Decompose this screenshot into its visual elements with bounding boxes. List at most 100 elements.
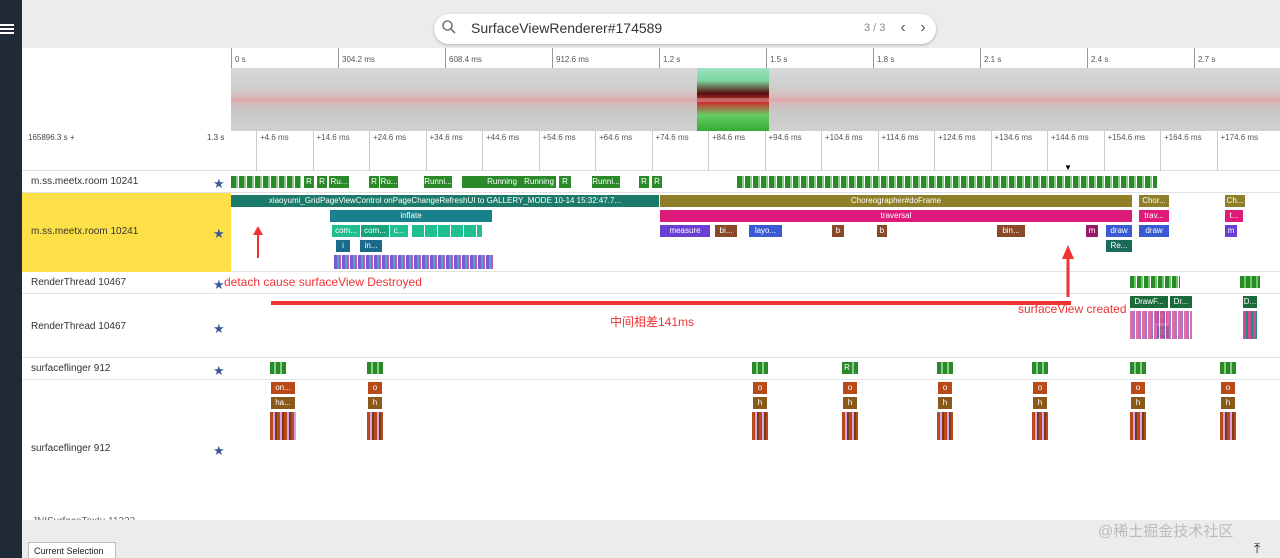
menu-icon[interactable] — [0, 22, 14, 36]
thread-state-running[interactable]: Runni... — [424, 176, 452, 188]
thread-state-strip-segment[interactable] — [752, 362, 768, 374]
pin-star-icon[interactable]: ★ — [213, 443, 225, 458]
thread-state-running[interactable]: R — [304, 176, 314, 188]
timeline-tick: 1.8 s — [873, 48, 894, 68]
slice-handle[interactable]: h — [1131, 397, 1145, 409]
thread-state-fill[interactable] — [1137, 176, 1157, 188]
search-input[interactable]: SurfaceViewRenderer#174589 — [471, 20, 663, 36]
slice-layout[interactable]: layo... — [749, 225, 782, 237]
slice-handle[interactable]: h — [938, 397, 952, 409]
slice-on[interactable]: o — [753, 382, 767, 394]
track-sf-slices[interactable]: surfaceflinger 912 ★ on... ha... o h o h o h o h o… — [22, 380, 1280, 520]
slice-handle[interactable]: h — [843, 397, 857, 409]
track-sf-state[interactable]: surfaceflinger 912 ★ R — [22, 358, 1280, 380]
track-renderthread-state[interactable]: RenderThread 10467 ★ — [22, 272, 1280, 294]
track-renderthread-slices[interactable]: RenderThread 10467 ★ DrawF... Dr... D...… — [22, 294, 1280, 358]
search-box[interactable]: SurfaceViewRenderer#174589 3 / 3 ‹ › — [434, 14, 936, 44]
thread-state-strip-segment[interactable] — [1220, 362, 1236, 374]
slice-detail-strip — [842, 412, 858, 440]
slice-handle[interactable]: h — [368, 397, 382, 409]
slice-traversal[interactable]: trav... — [1139, 210, 1169, 222]
next-result-button[interactable]: › — [920, 19, 926, 36]
state-runnable[interactable]: R — [842, 362, 852, 374]
thread-state-strip[interactable] — [1240, 276, 1260, 288]
timeline-header[interactable]: 0 s 304.2 ms 608.4 ms 912.6 ms 1.2 s 1.5 s 1.8… — [231, 48, 1280, 68]
thread-state-fill[interactable] — [231, 176, 301, 188]
slice-draw[interactable]: draw — [1139, 225, 1169, 237]
ruler-tick: +154.6 ms — [1103, 131, 1145, 171]
slice-choreographer[interactable]: Choreographer#doFrame — [660, 195, 1132, 207]
thread-state-running[interactable]: R — [317, 176, 327, 188]
timeline-tick: 304.2 ms — [338, 48, 375, 68]
ruler-tick: +74.6 ms — [651, 131, 689, 171]
slice-bi[interactable]: bi... — [715, 225, 737, 237]
slice-c-group[interactable] — [412, 225, 482, 237]
slice-com[interactable]: com... — [332, 225, 360, 237]
slice-m[interactable]: m — [1225, 225, 1237, 237]
slice-b[interactable]: b — [877, 225, 887, 237]
overview-heatmap[interactable] — [231, 68, 1280, 131]
slice-choreographer[interactable]: Ch... — [1225, 195, 1245, 207]
slice-dr[interactable]: Dr... — [1170, 296, 1192, 308]
thread-state-strip[interactable] — [1130, 276, 1180, 288]
slice-inflate[interactable]: inflate — [330, 210, 492, 222]
slice-handle[interactable]: h — [1033, 397, 1047, 409]
slice-i[interactable]: i — [336, 240, 350, 252]
slice-on[interactable]: o — [1131, 382, 1145, 394]
track-main-slices[interactable]: m.ss.meetx.room 10241 ★ xiaoyumi_GridPag… — [22, 193, 1280, 272]
thread-state-running[interactable]: R — [652, 176, 662, 188]
slice-choreographer[interactable]: Chor... — [1139, 195, 1169, 207]
slice-bin[interactable]: bin... — [997, 225, 1025, 237]
thread-state-strip-segment[interactable] — [1130, 362, 1146, 374]
pin-star-icon[interactable]: ★ — [213, 226, 225, 241]
annotation-detach: detach cause surfaceView Destroyed — [224, 275, 422, 289]
slice-on[interactable]: o — [1033, 382, 1047, 394]
ruler-tick: +144.6 ms — [1047, 131, 1089, 171]
slice-on[interactable]: on... — [271, 382, 295, 394]
track-main-state[interactable]: m.ss.meetx.room 10241 ★ R R Ru... R Ru... Run… — [22, 171, 1280, 193]
pin-star-icon[interactable]: ★ — [213, 363, 225, 378]
slice-on[interactable]: o — [843, 382, 857, 394]
pin-star-icon[interactable]: ★ — [213, 321, 225, 336]
slice-draw[interactable]: draw — [1106, 225, 1132, 237]
slice-measure[interactable]: measure — [660, 225, 710, 237]
slice-in[interactable]: in... — [360, 240, 382, 252]
timeline-tick: 2.1 s — [980, 48, 1001, 68]
timeline-tick: 2.7 s — [1194, 48, 1215, 68]
slice-handle[interactable]: ha... — [271, 397, 295, 409]
prev-result-button[interactable]: ‹ — [900, 19, 906, 36]
thread-state-strip-segment[interactable] — [1032, 362, 1048, 374]
slice-m[interactable]: m — [1086, 225, 1098, 237]
thread-state-strip-segment[interactable] — [937, 362, 953, 374]
slice-traversal[interactable]: t... — [1225, 210, 1243, 222]
slice-grid-refresh[interactable]: xiaoyumi_GridPageViewControl onPageChang… — [231, 195, 659, 207]
panel-toggle-icon[interactable]: ⤒ — [1254, 540, 1261, 556]
slice-c[interactable]: c... — [390, 225, 408, 237]
thread-state-running[interactable]: R — [369, 176, 379, 188]
pin-star-icon[interactable]: ★ — [213, 277, 225, 292]
thread-state-running[interactable]: Running — [522, 176, 556, 188]
thread-state-fill[interactable] — [737, 176, 1137, 188]
thread-state-running[interactable]: Ru... — [380, 176, 398, 188]
slice-handle[interactable]: h — [1221, 397, 1235, 409]
tab-current-selection[interactable]: Current Selection — [28, 542, 116, 558]
thread-state-running[interactable]: Ru... — [329, 176, 349, 188]
slice-on[interactable]: o — [368, 382, 382, 394]
thread-state-running[interactable]: R — [559, 176, 571, 188]
slice-on[interactable]: o — [1221, 382, 1235, 394]
slice-detail-strip — [1130, 412, 1146, 440]
slice-d[interactable]: D... — [1243, 296, 1257, 308]
slice-handle[interactable]: h — [753, 397, 767, 409]
slice-b[interactable]: b — [832, 225, 844, 237]
pin-star-icon[interactable]: ★ — [213, 176, 225, 191]
thread-state-strip-segment[interactable] — [367, 362, 383, 374]
thread-state-strip-segment[interactable] — [270, 362, 286, 374]
slice-on[interactable]: o — [938, 382, 952, 394]
slice-re[interactable]: Re... — [1106, 240, 1132, 252]
timeline-tick: 912.6 ms — [552, 48, 589, 68]
thread-state-running[interactable]: Runni... — [592, 176, 620, 188]
slice-com[interactable]: com... — [361, 225, 389, 237]
thread-state-running[interactable]: R — [639, 176, 649, 188]
slice-drawframe[interactable]: DrawF... — [1130, 296, 1168, 308]
slice-traversal[interactable]: traversal — [660, 210, 1132, 222]
